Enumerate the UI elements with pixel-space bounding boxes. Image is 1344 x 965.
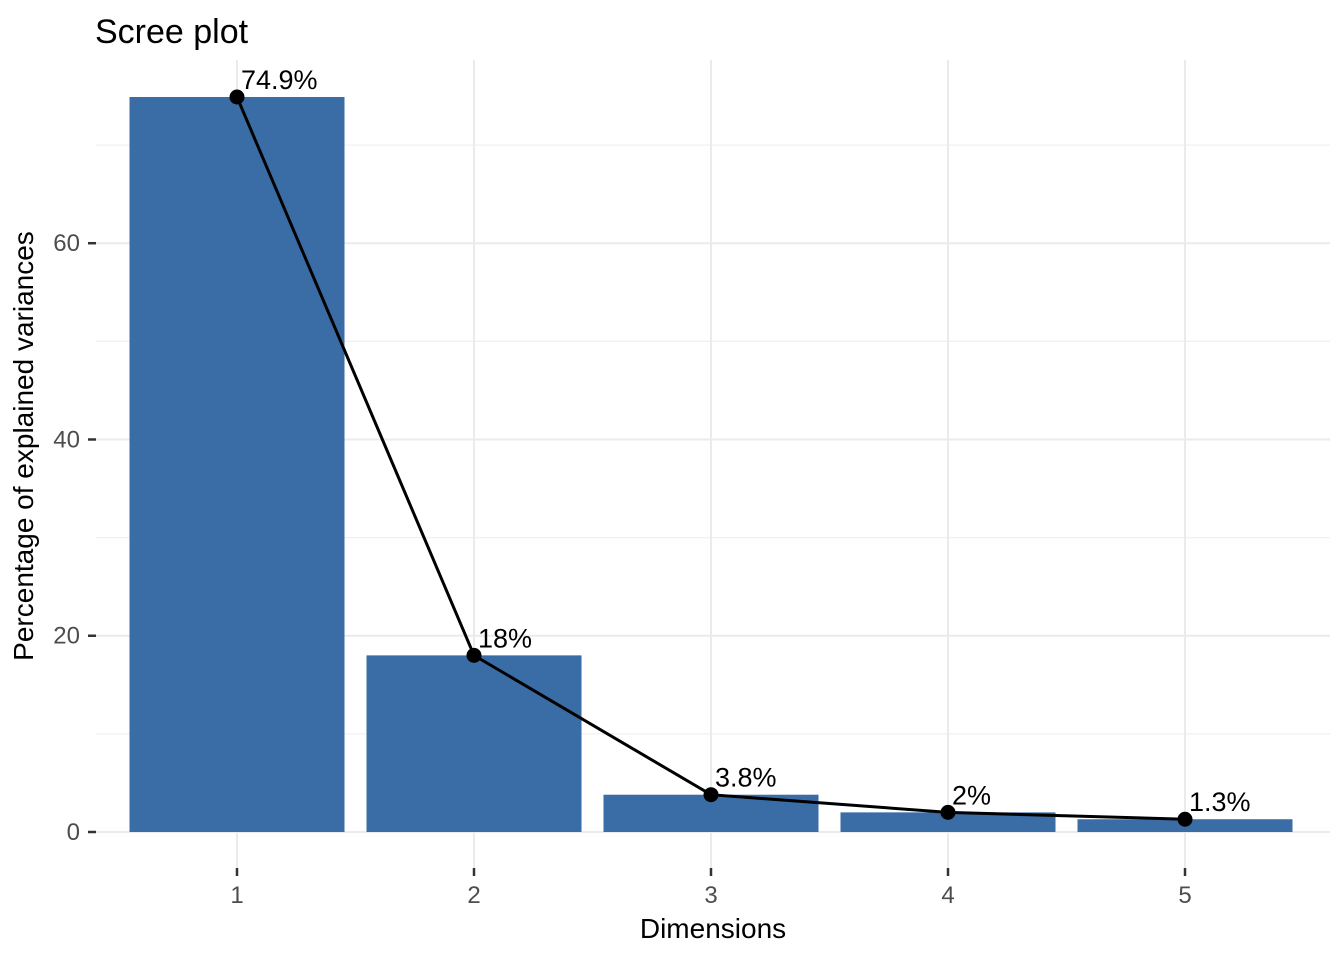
- y-tick-label: 0: [67, 819, 80, 846]
- x-tick-label: 1: [230, 882, 243, 909]
- y-tick-label: 60: [53, 230, 80, 257]
- data-point: [466, 647, 482, 663]
- data-label: 18%: [478, 623, 532, 653]
- bar: [366, 655, 582, 832]
- x-tick-label: 2: [467, 882, 480, 909]
- chart-title: Scree plot: [95, 13, 249, 51]
- bars: [129, 97, 1293, 833]
- data-point: [229, 89, 245, 105]
- y-tick-label: 40: [53, 426, 80, 453]
- data-point: [940, 804, 956, 820]
- data-label: 2%: [952, 780, 991, 810]
- y-axis-title: Percentage of explained variances: [8, 231, 39, 661]
- x-axis-title: Dimensions: [640, 913, 786, 944]
- data-label: 74.9%: [241, 65, 318, 95]
- bar: [840, 812, 1056, 832]
- x-tick-label: 5: [1178, 882, 1191, 909]
- data-label: 1.3%: [1189, 787, 1251, 817]
- axis-tick-labels: 1 2 3 4 5 0 20 40 60: [53, 230, 1191, 909]
- data-point: [1177, 811, 1193, 827]
- data-labels: 74.9% 18% 3.8% 2% 1.3%: [241, 65, 1251, 817]
- bar: [129, 97, 345, 833]
- axis-tick-marks: [88, 241, 1187, 876]
- data-point: [703, 787, 719, 803]
- x-tick-label: 3: [704, 882, 717, 909]
- y-tick-label: 20: [53, 623, 80, 650]
- data-points: [229, 89, 1193, 827]
- data-label: 3.8%: [715, 763, 777, 793]
- x-tick-label: 4: [941, 882, 954, 909]
